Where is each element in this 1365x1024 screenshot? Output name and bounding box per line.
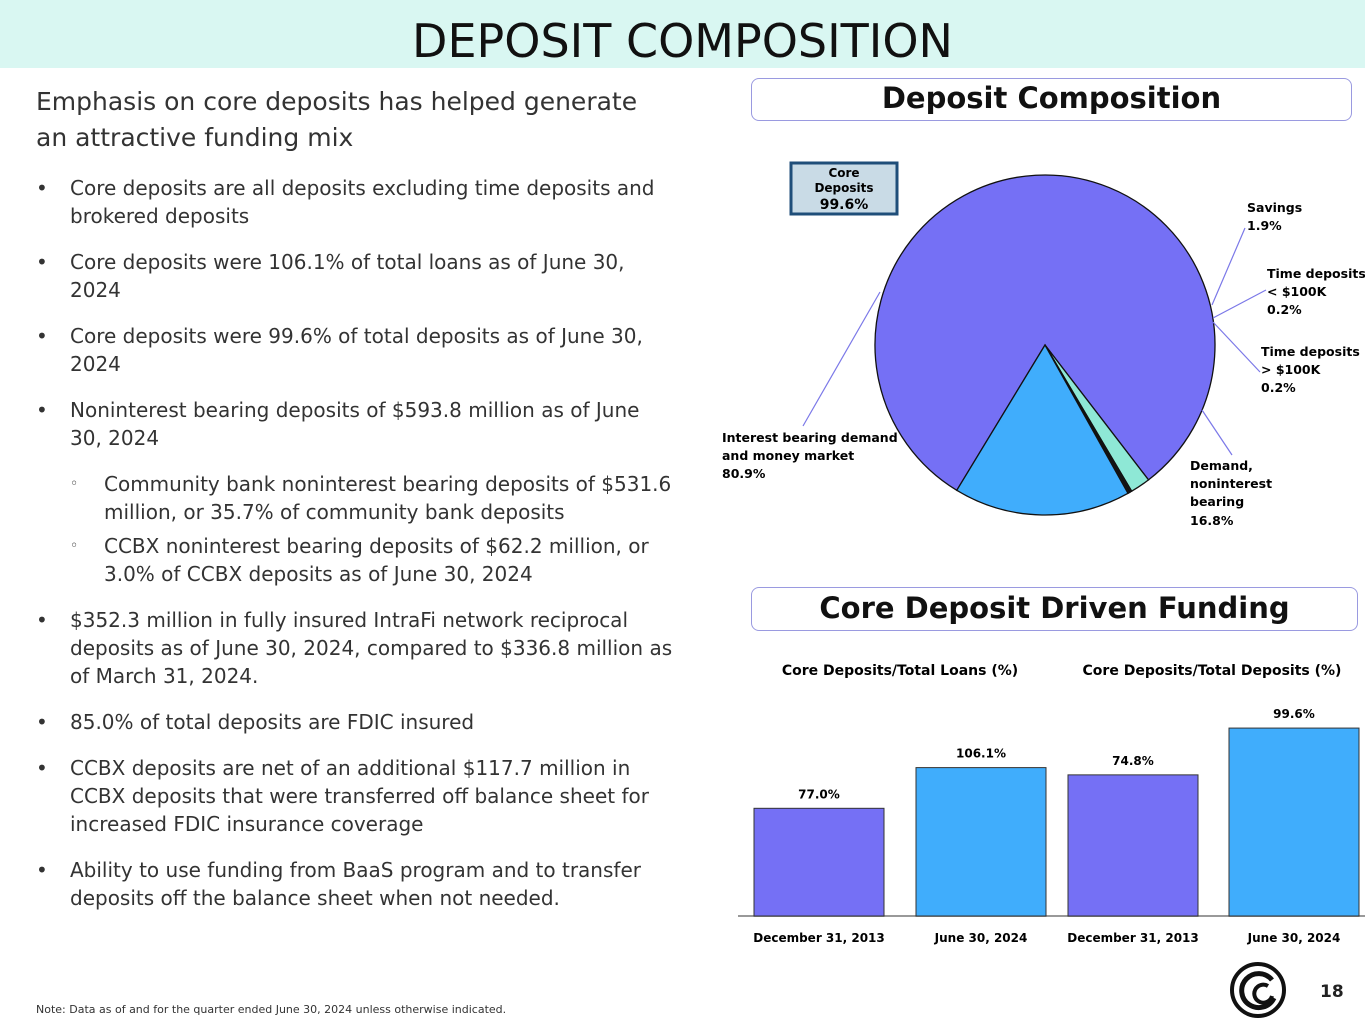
bar xyxy=(753,807,885,917)
bar-category-label: June 30, 2024 xyxy=(1247,931,1341,945)
bar-value-label: 77.0% xyxy=(798,787,840,801)
bullet-text: Core deposits were 106.1% of total loans… xyxy=(70,250,625,302)
bar-value-label: 99.6% xyxy=(1273,707,1315,721)
leader-line xyxy=(1212,289,1267,319)
pie-label-line: > $100K xyxy=(1261,362,1322,377)
bar xyxy=(1067,774,1199,917)
pie-slice-value: 1.9% xyxy=(1247,218,1282,233)
bullet-item: • Ability to use funding from BaaS progra… xyxy=(36,856,676,912)
header-band: DEPOSIT COMPOSITION xyxy=(0,0,1365,68)
bar xyxy=(915,767,1047,917)
bullet-text: $352.3 million in fully insured IntraFi … xyxy=(70,608,673,688)
bar-value-label: 74.8% xyxy=(1112,754,1154,768)
pie-slice-value: 80.9% xyxy=(722,466,766,481)
bullet-marker: • xyxy=(36,710,48,734)
bullet-list: • Core deposits are all deposits excludin… xyxy=(36,174,676,930)
bullet-marker: ◦ xyxy=(70,538,79,554)
bullet-item: • $352.3 million in fully insured IntraFi… xyxy=(36,606,676,690)
pie-label-line: Savings xyxy=(1247,200,1302,215)
bullet-item: • Noninterest bearing deposits of $593.8 … xyxy=(36,396,676,452)
bullet-item: • CCBX deposits are net of an additional … xyxy=(36,754,676,838)
bullet-marker: • xyxy=(36,858,48,882)
bullet-text: Community bank noninterest bearing depos… xyxy=(104,472,672,524)
bullet-text: Noninterest bearing deposits of $593.8 m… xyxy=(70,398,640,450)
pie-label-line: bearing xyxy=(1190,494,1244,509)
lead-statement: Emphasis on core deposits has helped gen… xyxy=(36,87,638,152)
bar xyxy=(1228,727,1360,917)
bullet-text: 85.0% of total deposits are FDIC insured xyxy=(70,710,475,734)
bullet-text: Core deposits were 99.6% of total deposi… xyxy=(70,324,643,376)
core-deposits-box: Core Deposits 99.6% xyxy=(789,161,899,216)
bullet-marker: • xyxy=(36,324,48,348)
bar-chart-title: Core Deposits/Total Loans (%) xyxy=(782,663,1018,679)
bullet-item: • 85.0% of total deposits are FDIC insure… xyxy=(36,708,676,736)
bullet-marker: • xyxy=(36,756,48,780)
pie-label-line: Demand, xyxy=(1190,458,1253,473)
bar-category-label: June 30, 2024 xyxy=(934,931,1028,945)
bullet-item: • Core deposits were 99.6% of total depos… xyxy=(36,322,676,378)
bullet-text: Core deposits are all deposits excluding… xyxy=(70,176,655,228)
core-box-value: 99.6% xyxy=(820,197,869,213)
bar-chart-title: Core Deposits/Total Deposits (%) xyxy=(1083,663,1342,679)
leader-line xyxy=(1201,409,1233,456)
pie-panel-title: Deposit Composition xyxy=(751,78,1352,121)
bullet-text: Ability to use funding from BaaS program… xyxy=(70,858,641,910)
bar-category-label: December 31, 2013 xyxy=(1067,931,1199,945)
core-box-line1: Core xyxy=(828,166,859,180)
page-number: 18 xyxy=(1320,982,1344,1002)
pie-label-line: noninterest xyxy=(1190,476,1272,491)
pie-label-line: < $100K xyxy=(1267,284,1328,299)
bar-value-label: 106.1% xyxy=(956,747,1006,761)
pie-slice xyxy=(955,343,1129,516)
bullet-marker: • xyxy=(36,398,48,422)
pie-label-line: and money market xyxy=(722,448,854,463)
leader-line xyxy=(802,291,881,427)
core-box-line2: Deposits xyxy=(814,181,873,195)
pie-label-line: Time deposits xyxy=(1267,266,1365,281)
page-title: DEPOSIT COMPOSITION xyxy=(412,14,953,68)
pie-slice xyxy=(874,174,1216,492)
bullet-text: CCBX deposits are net of an additional $… xyxy=(70,756,649,836)
bar-category-label: December 31, 2013 xyxy=(753,931,885,945)
leader-line xyxy=(1211,227,1246,306)
bullet-item: • Core deposits were 106.1% of total loan… xyxy=(36,248,676,304)
pie-slice-value: 0.2% xyxy=(1261,380,1296,395)
footnote: Note: Data as of and for the quarter end… xyxy=(36,1003,507,1016)
pie-label-line: Interest bearing demand xyxy=(722,430,898,445)
bullet-text: CCBX noninterest bearing deposits of $62… xyxy=(104,534,649,586)
bullet-marker: • xyxy=(36,608,48,632)
company-logo-icon xyxy=(1230,962,1286,1018)
bar-panel-title: Core Deposit Driven Funding xyxy=(751,587,1358,631)
leader-line xyxy=(1212,321,1261,373)
bullet-item: • Core deposits are all deposits excludin… xyxy=(36,174,676,230)
pie-label-line: Time deposits xyxy=(1261,344,1360,359)
bullet-marker: ◦ xyxy=(70,476,79,492)
bullet-marker: • xyxy=(36,176,48,200)
bullet-marker: • xyxy=(36,250,48,274)
pie-slice-value: 0.2% xyxy=(1267,302,1302,317)
bullet-item: ◦ CCBX noninterest bearing deposits of $6… xyxy=(36,532,676,588)
pie-slice-value: 16.8% xyxy=(1190,513,1234,528)
bullet-item: ◦ Community bank noninterest bearing depo… xyxy=(36,470,676,526)
